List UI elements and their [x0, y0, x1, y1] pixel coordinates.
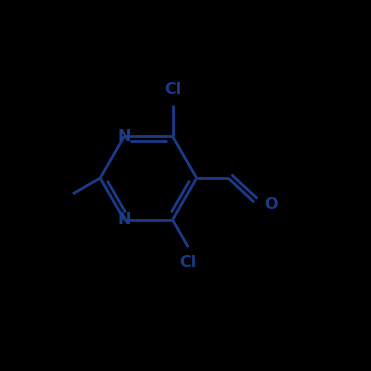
Text: N: N	[118, 212, 131, 227]
Text: O: O	[265, 197, 278, 211]
Text: Cl: Cl	[180, 255, 197, 270]
Text: N: N	[118, 129, 131, 144]
Text: Cl: Cl	[164, 82, 181, 96]
